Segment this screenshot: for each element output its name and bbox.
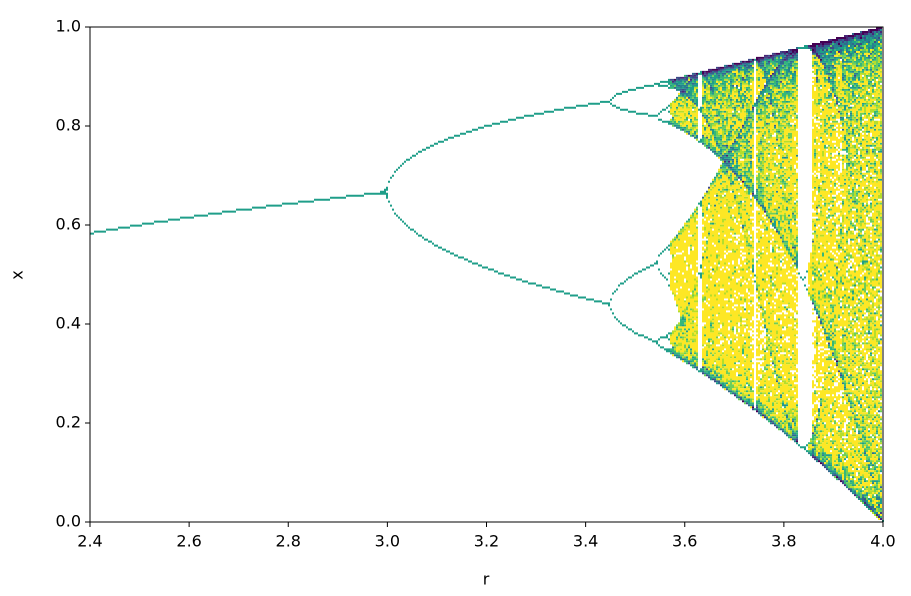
y-tick-label: 1.0 [56, 17, 81, 36]
y-tick-label: 0.6 [56, 215, 81, 234]
x-tick-label: 3.8 [771, 532, 796, 551]
x-tick-label: 3.6 [672, 532, 697, 551]
density [670, 43, 882, 518]
y-tick-label: 0.0 [56, 512, 81, 531]
y-tick-label: 0.8 [56, 116, 81, 135]
density [670, 41, 882, 520]
y-tick-label: 0.2 [56, 413, 81, 432]
y-tick-label: 0.4 [56, 314, 81, 333]
x-tick-label: 3.2 [474, 532, 499, 551]
x-tick-label: 4.0 [870, 532, 895, 551]
x-axis-label: r [483, 570, 490, 589]
x-tick-label: 2.4 [77, 532, 102, 551]
x-tick-label: 3.4 [573, 532, 598, 551]
x-tick-label: 2.8 [276, 532, 301, 551]
x-tick-label: 2.6 [176, 532, 201, 551]
x-tick-label: 3.0 [375, 532, 400, 551]
y-axis-label: x [8, 270, 27, 279]
